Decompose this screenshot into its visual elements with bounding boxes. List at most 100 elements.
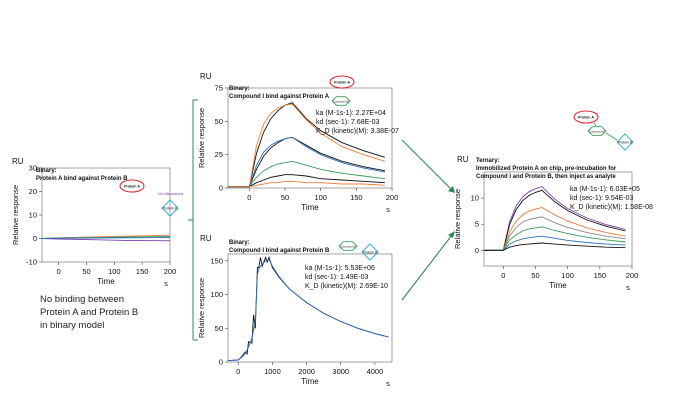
binary_compound_b-kinetics-1: kd (sec-1): 1.49E-03 [305, 274, 369, 281]
binary_ab-y-tick-label: -10 [26, 258, 37, 267]
binary_compound_b-x-unit: s [386, 379, 390, 388]
binary_compound_a-series-6 [228, 180, 385, 188]
binary_compound_a-y-tick-label: 75 [215, 84, 223, 93]
binary_compound_b-x-tick-label: 3000 [332, 367, 349, 376]
c4-compound-icon-hexagon [587, 126, 607, 136]
binary_ab-unit-label: RU [12, 157, 24, 166]
binary_compound_a-y-tick-label: 0 [219, 184, 223, 193]
binary_compound_a-title-line-0: Binary: [229, 86, 250, 92]
binary_compound_a-plot-frame [227, 87, 393, 189]
ternary-x-tick-label: 100 [561, 271, 574, 280]
ternary-series-2 [484, 207, 626, 251]
c2-protein-a-icon-oval [329, 75, 355, 89]
binary_compound_b-x-tick-label: 1000 [264, 367, 281, 376]
ternary-y-tick-label: 0 [475, 246, 479, 255]
ternary-y-axis-label: Relative response [453, 189, 462, 249]
binary_ab-x-tick-label: 150 [136, 267, 149, 276]
ternary-series-4 [484, 226, 626, 251]
binary_compound_b-title-line-1: Compound I bind against Protein B [229, 248, 330, 254]
ternary-series-5 [484, 235, 626, 251]
binary_ab-x-tick-label: 50 [82, 267, 90, 276]
arrow-to-ternary-bottom [401, 234, 453, 301]
binary_compound_a-series-3 [228, 136, 385, 188]
arrow-head-bottom [448, 231, 455, 238]
c4-protein-b-icon-label: Protein B [618, 140, 633, 144]
binary_compound_a-x-tick-label: 150 [350, 193, 363, 202]
binary_compound_a-unit-label: RU [200, 72, 212, 81]
binary_compound_a-series-1 [228, 103, 386, 188]
binary_compound_b-y-tick-label: 150 [210, 256, 223, 265]
binary_compound_b-unit-label: RU [200, 234, 212, 243]
binary_compound_b-series-0 [227, 256, 389, 362]
binary_compound_b-kinetics-0: ka (M-1s-1): 5.53E+06 [305, 265, 375, 272]
binary_compound_a-x-unit: s [386, 205, 390, 214]
bracket-connector [188, 99, 198, 341]
binary_compound_b-x-tick-label: 2000 [298, 367, 315, 376]
binary_ab-x-unit: s [164, 279, 168, 288]
binary_compound_b-y-tick-label: 50 [215, 324, 223, 333]
ternary-x-tick-label: 50 [531, 271, 539, 280]
note-line-1: No binding between [40, 294, 124, 305]
ternary-series-1 [484, 189, 626, 251]
ternary-plot-frame [483, 171, 633, 267]
ternary-kinetics-1: kd (sec-1): 9.54E-03 [570, 195, 634, 202]
ternary-unit-label: RU [457, 155, 469, 164]
binary_compound_b-title-line-0: Binary: [229, 240, 250, 246]
ternary-series-0 [484, 186, 626, 251]
ternary-x-tick-label: 200 [626, 271, 639, 280]
binary_compound_a-kinetics-0: ka (M-1s-1): 2.27E+04 [316, 110, 386, 117]
no-binding-note: No binding between Protein A and Protein… [40, 293, 138, 332]
binary_compound_b-kinetics-2: K_D (kinetic)(M): 2.69E-10 [305, 283, 388, 290]
binary_ab-y-tick-label: 10 [29, 211, 37, 220]
binary_compound_a-x-tick-label: 50 [281, 193, 289, 202]
binary_compound_a-y-axis-label: Relative response [197, 108, 206, 168]
binary_compound_b-plot-frame [227, 253, 393, 363]
binary_ab-title-line-0: Binary: [36, 168, 57, 174]
c4-link-b [605, 132, 618, 141]
binary_compound_a-series-4 [228, 160, 385, 188]
binary_compound_a-kinetics-1: kd (sec-1): 7.68E-03 [316, 119, 380, 126]
ternary-y-tick-label: 10 [471, 194, 479, 203]
ternary-x-tick-label: 0 [501, 271, 505, 280]
binary_compound_a-y-tick-label: 25 [215, 150, 223, 159]
ternary-x-axis-label: Time [549, 281, 567, 290]
ternary-y-tick-label: 5 [475, 220, 479, 229]
binary_ab-series-2 [41, 238, 171, 242]
binary_ab-x-tick-label: 0 [57, 267, 61, 276]
binary_compound_b-x-tick-label: 4000 [367, 367, 384, 376]
binary_ab-x-axis-label: Time [97, 277, 115, 286]
c1-no-interaction-label: No interactions [158, 192, 183, 196]
c1-protein-b-icon-diamond [161, 199, 179, 217]
binary_ab-x-tick-label: 100 [108, 267, 121, 276]
arrow-to-ternary-top [401, 139, 453, 191]
c4-protein-a-icon-oval [573, 110, 599, 124]
ternary-title-line-0: Ternary: [476, 158, 500, 164]
c4-link-a [593, 122, 597, 127]
c3-compound-icon-label: Compound I [340, 244, 357, 248]
binary_compound_a-kinetics-2: K_D (kinetic)(M): 3.38E-07 [316, 128, 399, 135]
ternary-x-tick-label: 150 [594, 271, 607, 280]
c1-protein-b-icon-label: Protein B [163, 206, 178, 210]
binary_ab-y-tick-label: 20 [29, 187, 37, 196]
binary_compound_b-y-tick-label: 0 [219, 358, 223, 367]
c4-protein-b-icon-diamond [616, 133, 634, 151]
binary_ab-title-line-1: Protein A bind against Protein B [36, 176, 128, 182]
binary_compound_a-y-tick-label: 50 [215, 117, 223, 126]
binary_compound_a-series-5 [228, 174, 385, 188]
c1-protein-a-icon-label: Protein A [124, 185, 140, 189]
c3-protein-b-icon-diamond [361, 243, 379, 261]
c3-protein-b-icon-label: Protein B [363, 250, 378, 254]
binary_compound_a-x-tick-label: 100 [314, 193, 327, 202]
binary_compound_a-x-tick-label: 200 [386, 193, 399, 202]
binary_compound_a-title-line-1: Compound I bind against Protein A [229, 94, 330, 100]
c2-protein-a-icon-label: Protein A [334, 81, 350, 85]
c4-compound-icon-label: Compound I [589, 129, 606, 133]
ternary-series-3 [484, 216, 626, 251]
ternary-series-6 [484, 242, 626, 251]
binary_ab-series-3 [41, 237, 171, 239]
binary_compound_a-x-tick-label: 0 [247, 193, 251, 202]
binary_ab-plot-frame [41, 167, 171, 263]
c2-compound-icon-hexagon [331, 96, 351, 106]
ternary-kinetics-2: K_D (kinetic)(M): 1.58E-08 [570, 204, 653, 211]
